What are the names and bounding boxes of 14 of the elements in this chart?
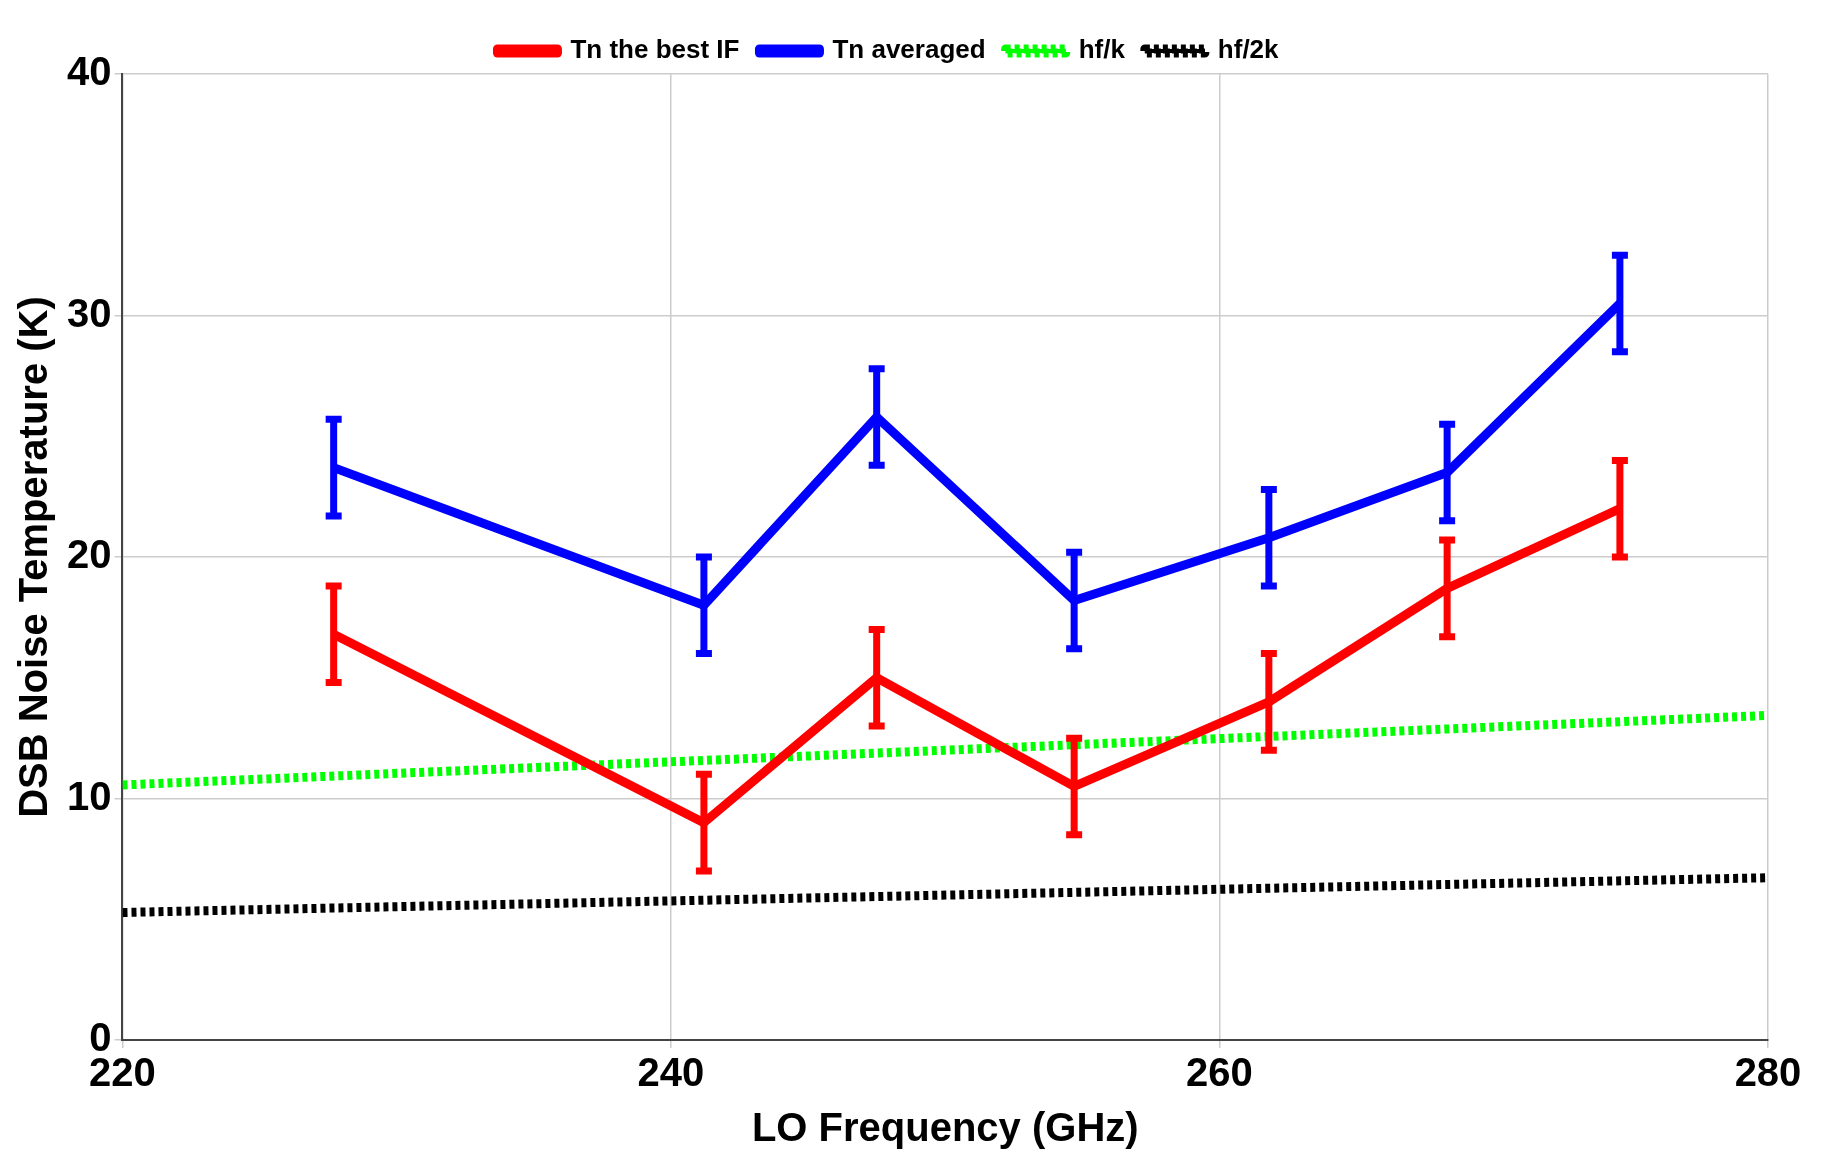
legend-label: hf/2k (1217, 34, 1280, 65)
x-tick-label: 220 (89, 1050, 156, 1095)
x-tick-label: 240 (637, 1050, 705, 1095)
x-tick-label: 280 (1734, 1050, 1802, 1095)
legend-label: hf/k (1078, 34, 1126, 65)
y-axis-title: DSB Noise Temperature (K) (11, 296, 56, 818)
x-tick-label: 260 (1186, 1050, 1253, 1095)
x-axis-title: LO Frequency (GHz) (751, 1105, 1139, 1150)
legend-label: Tn averaged (832, 34, 986, 65)
y-tick-label: 30 (66, 290, 112, 335)
y-tick-label: 40 (66, 49, 112, 94)
y-tick-label: 10 (66, 773, 112, 818)
legend-label: Tn the best IF (570, 34, 740, 65)
y-tick-label: 20 (66, 532, 112, 577)
